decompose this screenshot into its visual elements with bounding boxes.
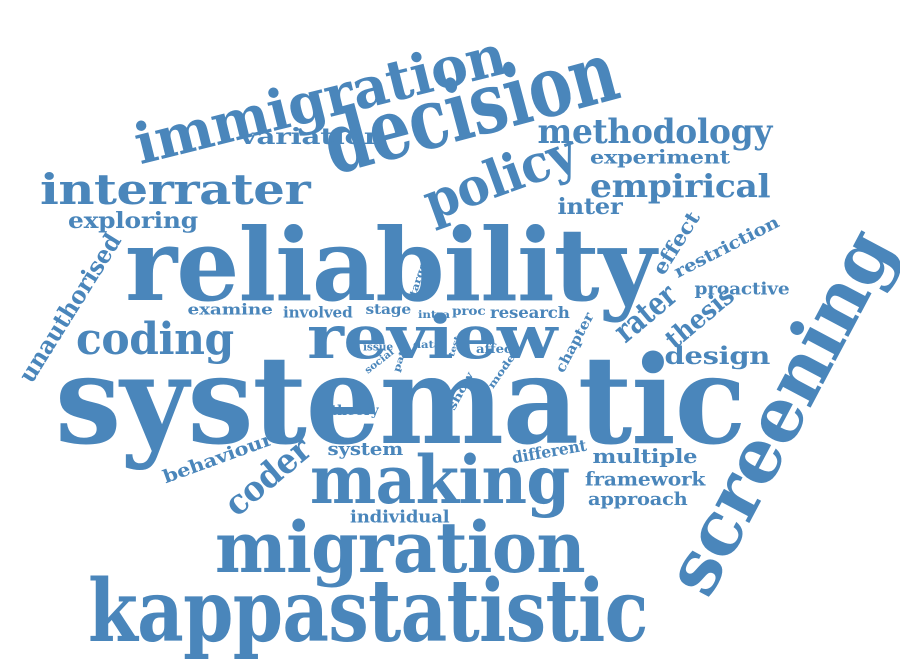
word-approach: approach: [588, 489, 688, 510]
word-empirical: empirical: [590, 167, 771, 205]
word-theory: theory: [331, 403, 379, 419]
word-research: research: [490, 303, 570, 322]
word-kappastatistic: kappastatistic: [88, 561, 648, 662]
word-framework: framework: [585, 468, 706, 491]
word-proactive: proactive: [694, 279, 790, 300]
word-making: making: [310, 441, 570, 519]
word-review: review: [307, 303, 557, 373]
word-experiment: experiment: [590, 146, 730, 169]
word-coding: coding: [76, 314, 234, 365]
word-proc: proc: [452, 304, 486, 318]
word-systematic: systematic: [55, 328, 746, 472]
word-individual: individual: [350, 507, 450, 528]
word-examine: examine: [187, 300, 273, 319]
word-exploring: exploring: [68, 208, 198, 234]
word-design: design: [664, 341, 771, 370]
word-multiple: multiple: [592, 444, 698, 468]
word-variation: variation: [239, 124, 386, 150]
word-inter: inter: [557, 194, 623, 220]
word-issue: issue: [363, 340, 394, 354]
word-involved: involved: [283, 303, 353, 322]
word-interrater: interrater: [40, 165, 311, 214]
word-migration: migration: [215, 506, 586, 589]
word-system: system: [327, 439, 404, 460]
word-intra: intra: [418, 310, 450, 321]
word-data: data: [413, 340, 442, 351]
word-methodology: methodology: [537, 112, 773, 152]
word-stage: stage: [365, 302, 412, 318]
word-reliability: reliability: [125, 206, 656, 324]
word-affect: affect: [476, 342, 518, 356]
